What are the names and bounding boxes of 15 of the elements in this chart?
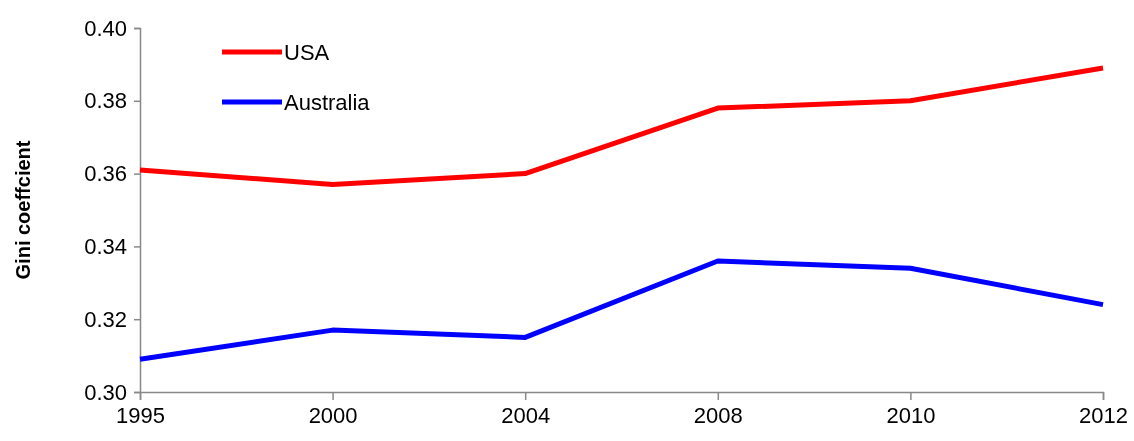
- x-tick-label: 2000: [308, 402, 358, 428]
- x-tick-label: 2010: [886, 402, 936, 428]
- y-axis-title: Gini coeffcient: [12, 140, 34, 280]
- y-tick-label: 0.34: [84, 233, 127, 259]
- x-tick-label: 1995: [116, 402, 165, 428]
- y-tick-label: 0.38: [84, 88, 127, 114]
- y-tick-label: 0.32: [84, 306, 127, 332]
- y-tick-label: 0.36: [84, 161, 127, 187]
- legend-label: Australia: [284, 90, 371, 115]
- y-tick-label: 0.30: [84, 379, 127, 405]
- x-tick-label: 2012: [1079, 402, 1128, 428]
- x-tick-label: 2008: [693, 402, 743, 428]
- y-tick-label: 0.40: [84, 15, 127, 41]
- legend-label: USA: [284, 40, 330, 65]
- x-tick-label: 2004: [501, 402, 551, 428]
